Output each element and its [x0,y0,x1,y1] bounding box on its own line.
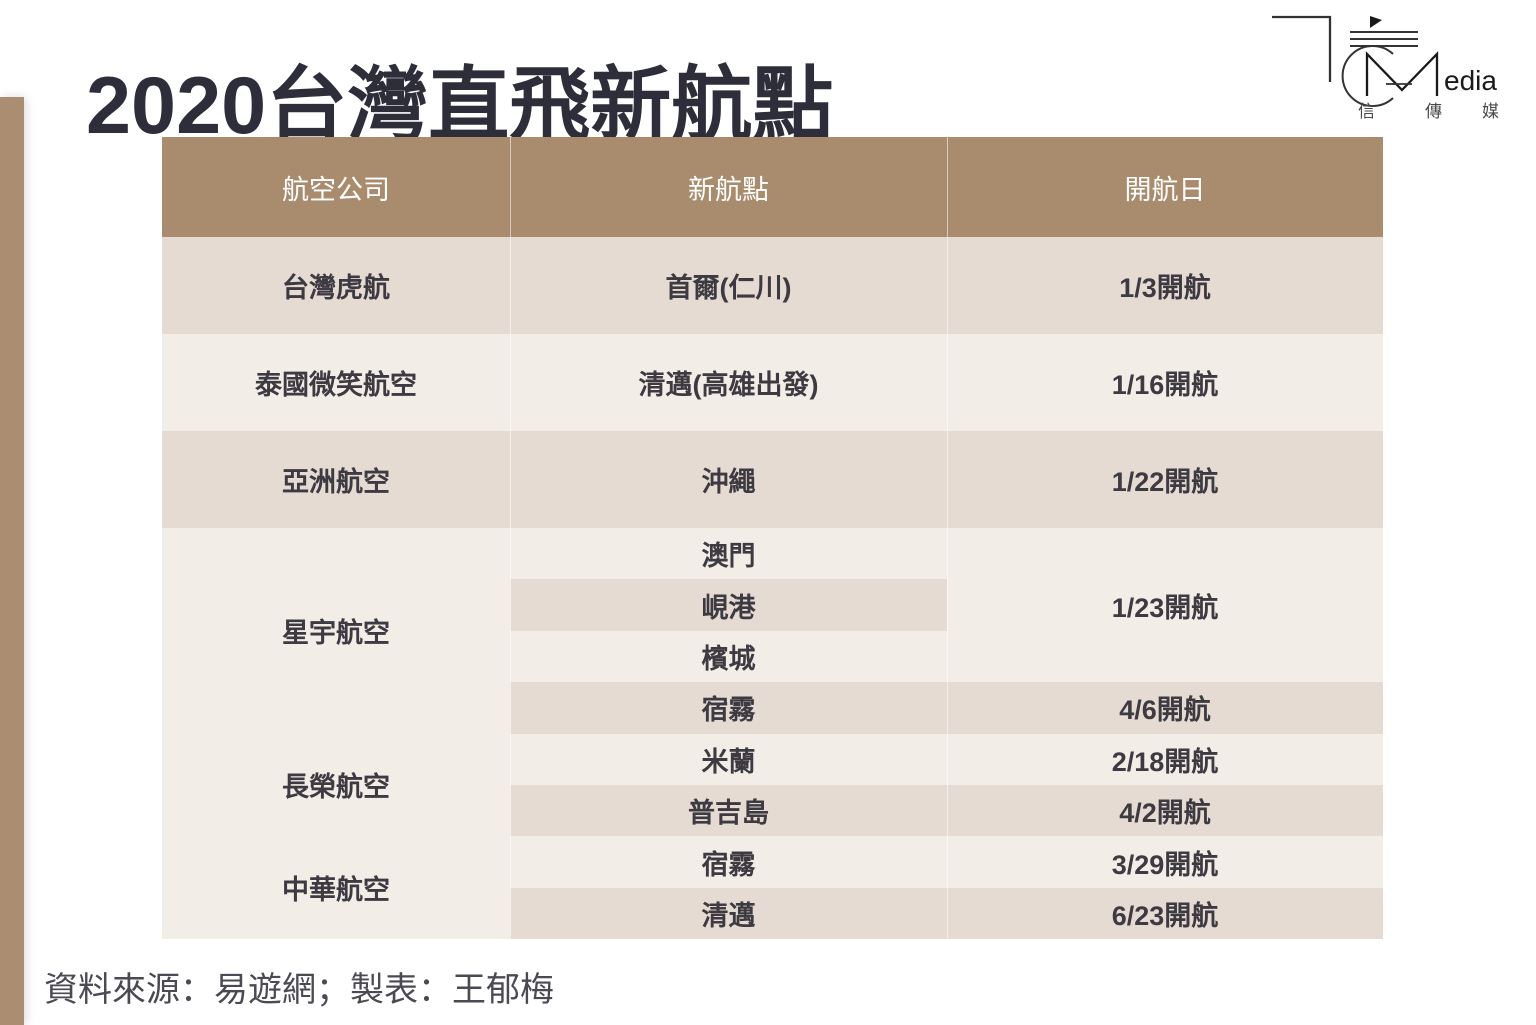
svg-text:edia: edia [1444,65,1497,96]
svg-text:媒: 媒 [1482,102,1499,121]
svg-text:信: 信 [1358,102,1375,121]
svg-text:傳: 傳 [1425,102,1442,121]
